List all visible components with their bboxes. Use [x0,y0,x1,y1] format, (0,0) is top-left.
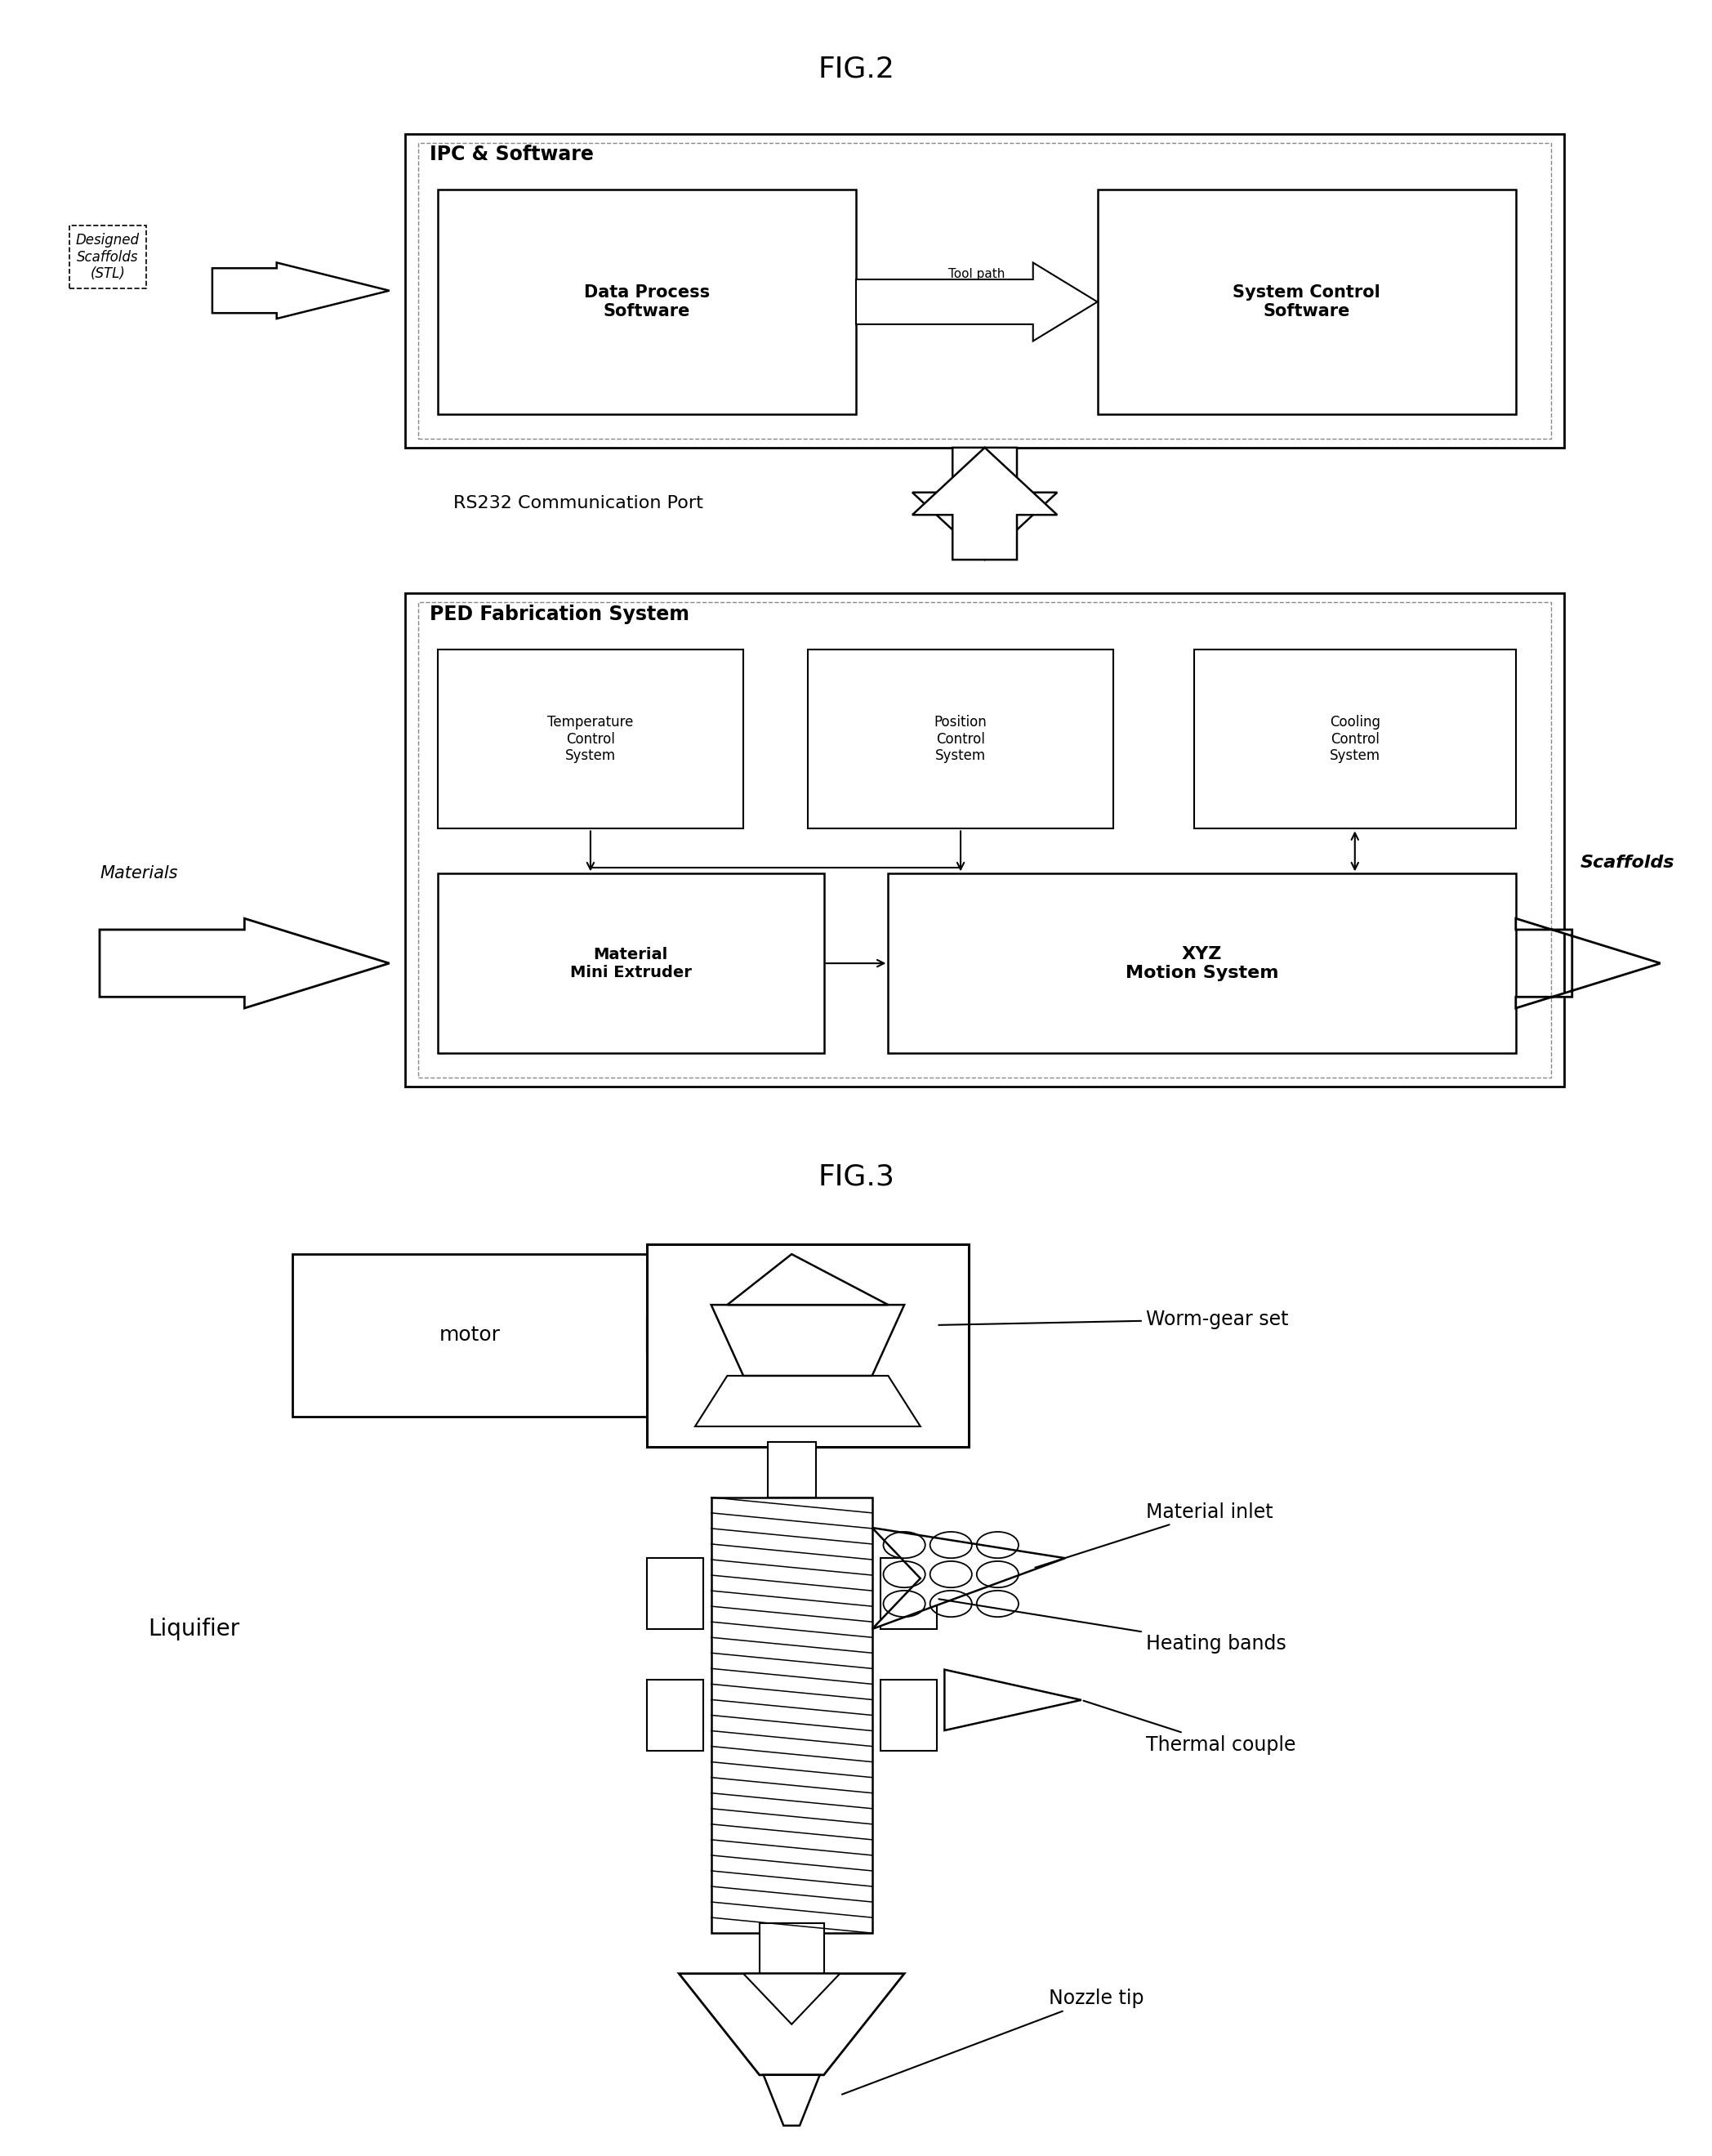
Polygon shape [212,263,389,319]
Bar [889,873,1515,1052]
Polygon shape [871,1529,1065,1630]
Text: Worm-gear set: Worm-gear set [938,1309,1287,1328]
Text: System Control
Software: System Control Software [1233,285,1380,319]
Text: Material inlet: Material inlet [1036,1503,1272,1567]
Bar [647,1244,969,1447]
Bar [1097,190,1515,414]
Bar [710,1496,871,1934]
Polygon shape [912,448,1056,561]
Bar [808,649,1113,828]
Polygon shape [856,263,1097,341]
Polygon shape [1515,918,1661,1009]
Text: Material
Mini Extruder: Material Mini Extruder [570,946,692,981]
Bar [760,1923,823,1973]
Polygon shape [743,1973,841,2024]
Text: Tool path: Tool path [948,267,1005,280]
Text: motor: motor [440,1326,500,1345]
Text: Temperature
Control
System: Temperature Control System [548,716,633,763]
Polygon shape [912,448,1056,561]
Polygon shape [945,1669,1082,1731]
Bar [647,1559,704,1630]
Bar [293,1255,647,1416]
Text: Designed
Scaffolds
(STL): Designed Scaffolds (STL) [75,233,140,280]
Text: FIG.2: FIG.2 [818,56,894,82]
Text: Scaffolds: Scaffolds [1580,854,1674,871]
Bar [418,142,1551,438]
Bar [880,1559,936,1630]
Text: Nozzle tip: Nozzle tip [842,1988,1144,2093]
Polygon shape [728,1255,889,1304]
Bar [418,602,1551,1078]
Polygon shape [764,2074,820,2126]
Polygon shape [710,1304,904,1376]
Text: XYZ
Motion System: XYZ Motion System [1125,946,1279,981]
Bar [406,593,1565,1087]
Bar [438,873,823,1052]
Polygon shape [99,918,389,1009]
Text: Thermal couple: Thermal couple [1084,1701,1296,1755]
Text: Liquifier: Liquifier [147,1617,240,1641]
Polygon shape [695,1376,921,1427]
Bar [438,649,743,828]
Text: RS232 Communication Port: RS232 Communication Port [454,496,704,511]
Text: FIG.3: FIG.3 [818,1162,894,1190]
Text: PED Fabrication System: PED Fabrication System [430,604,690,623]
Text: Heating bands: Heating bands [938,1600,1286,1654]
Bar [647,1319,710,1350]
Bar [1193,649,1515,828]
Bar [767,1442,815,1496]
Text: Cooling
Control
System: Cooling Control System [1330,716,1380,763]
Bar [647,1680,704,1751]
Bar [406,134,1565,448]
Polygon shape [680,1973,904,2074]
Text: IPC & Software: IPC & Software [430,144,594,164]
Text: Materials: Materials [99,865,178,882]
Bar [647,1317,710,1354]
Bar [438,190,856,414]
Text: Position
Control
System: Position Control System [935,716,988,763]
Bar [880,1680,936,1751]
Text: Data Process
Software: Data Process Software [584,285,710,319]
